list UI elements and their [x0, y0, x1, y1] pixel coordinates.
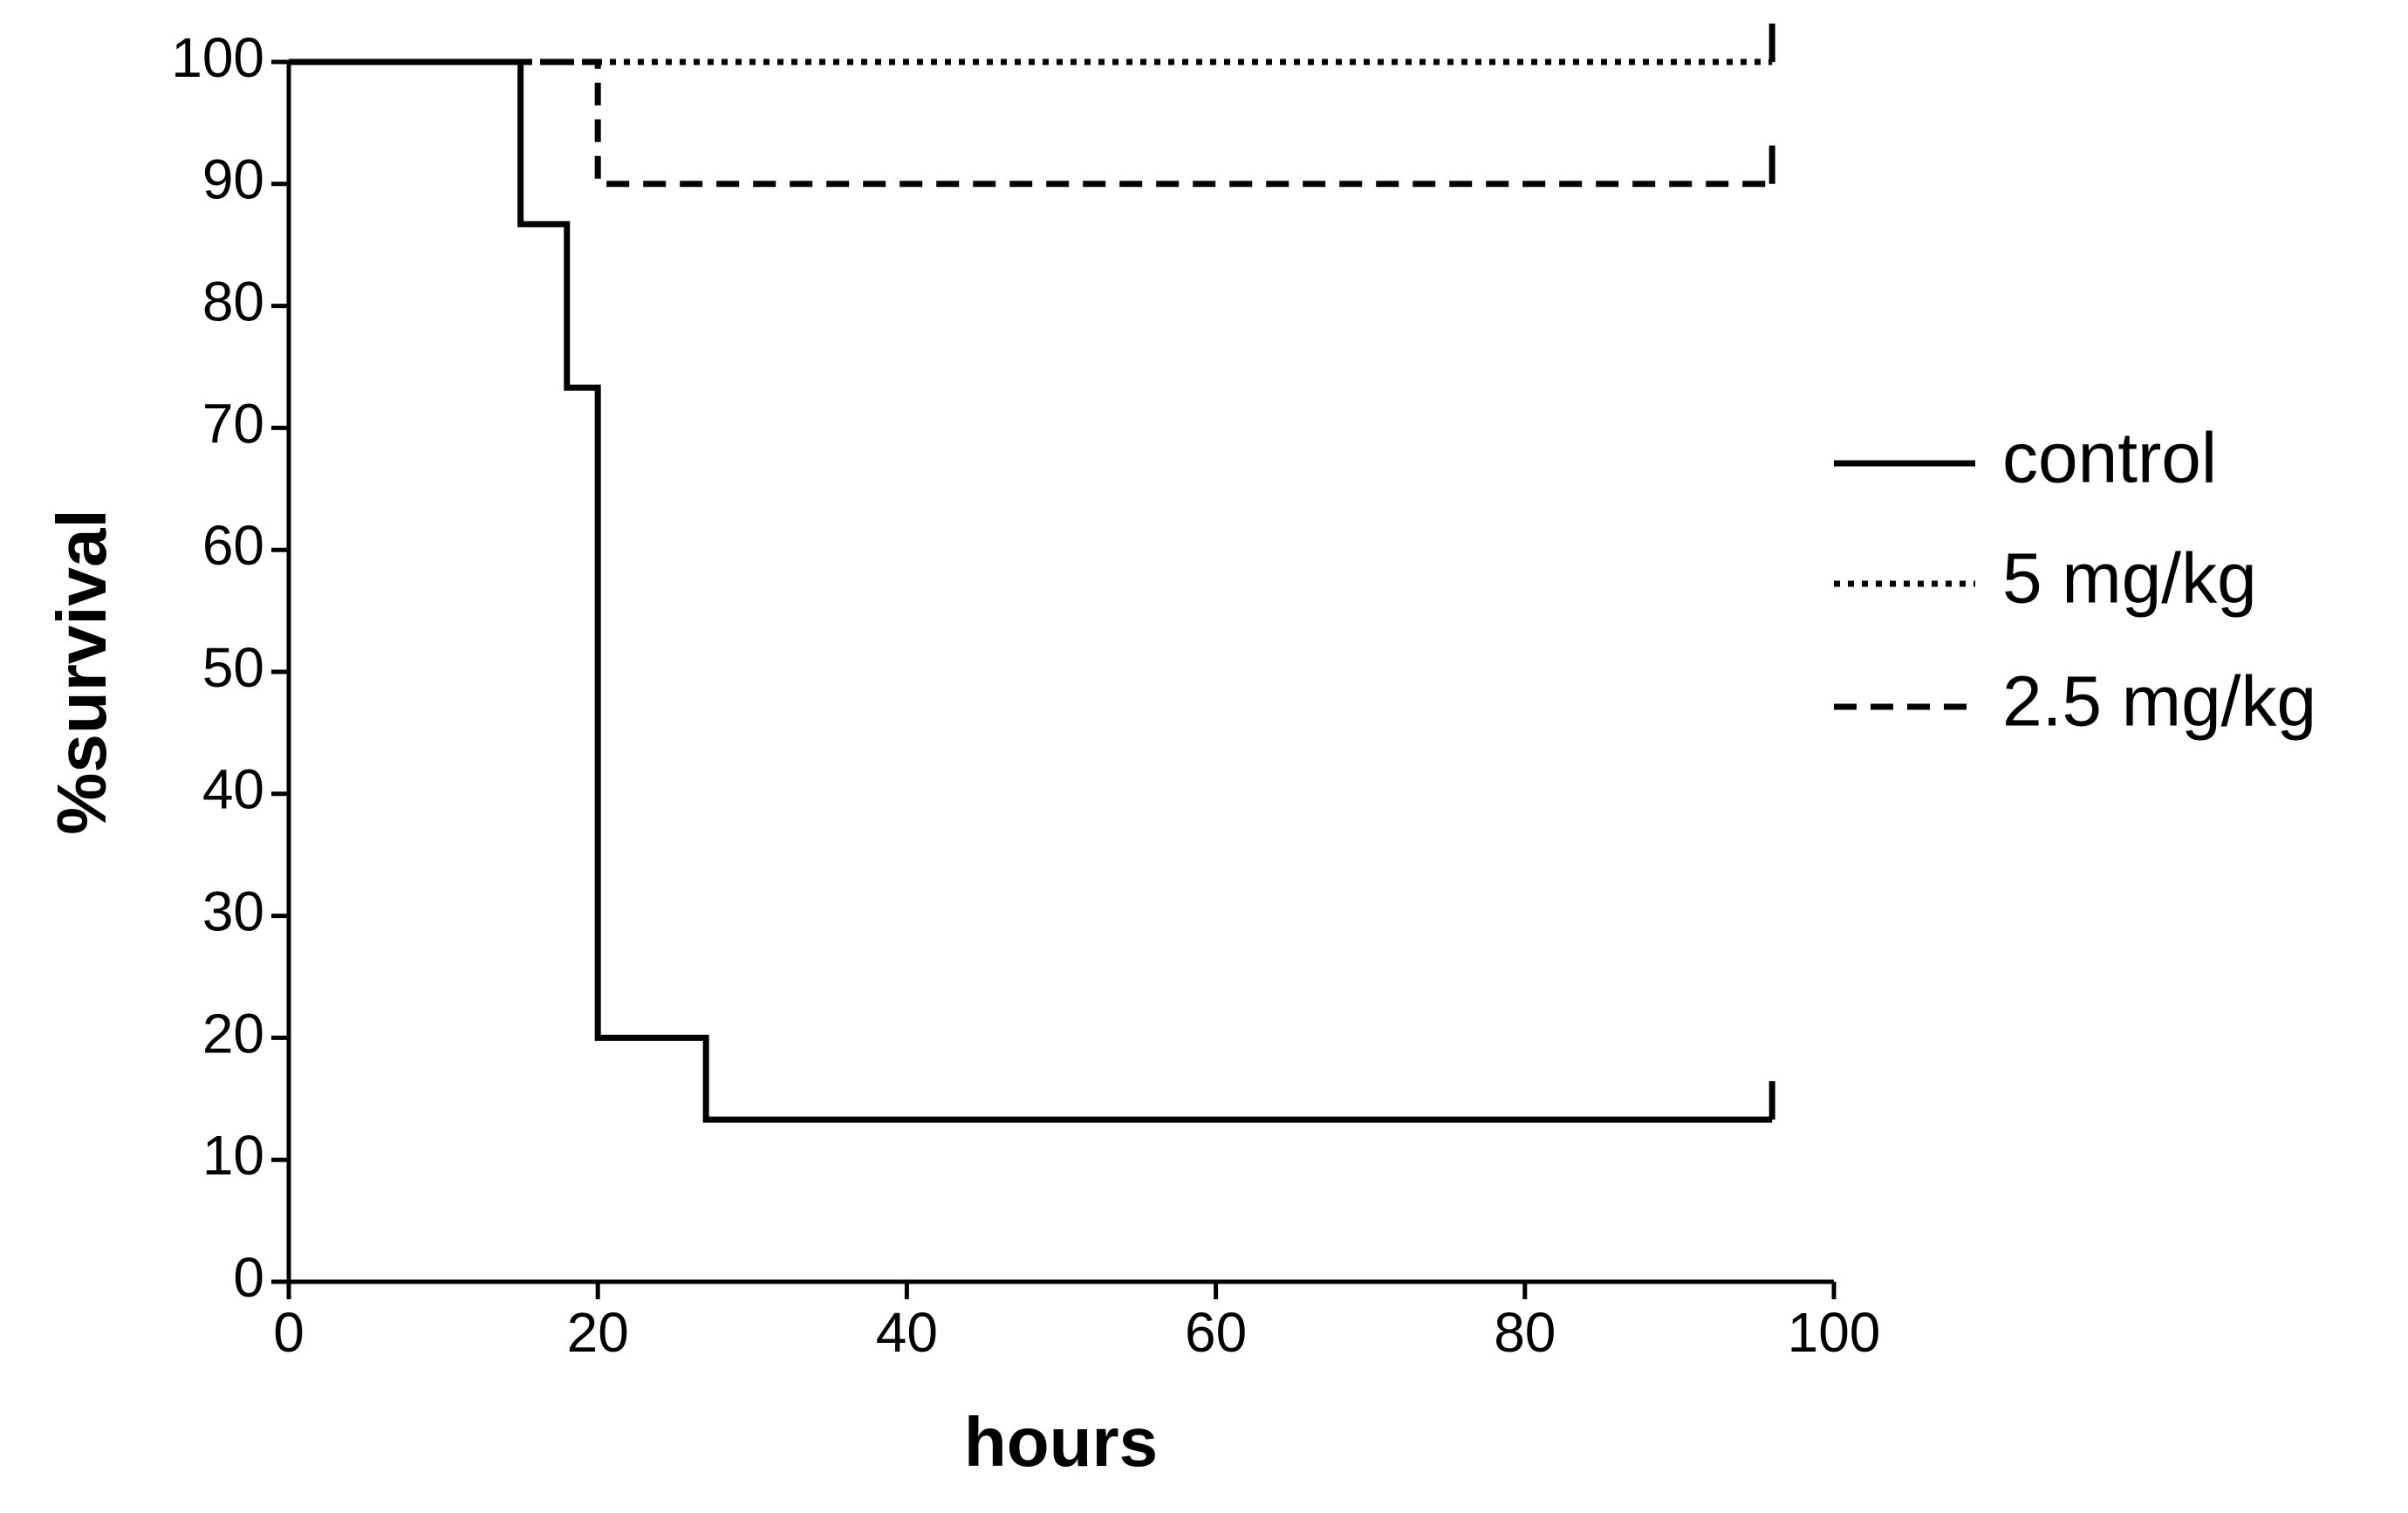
y-tick-label: 40: [202, 758, 264, 821]
legend-label: control: [2002, 419, 2217, 498]
y-tick-label: 90: [202, 148, 264, 211]
y-tick-label: 20: [202, 1002, 264, 1065]
y-tick-label: 0: [233, 1246, 264, 1309]
x-tick-label: 80: [1494, 1301, 1556, 1364]
survival-line: [289, 58, 1773, 188]
x-tick-label: 0: [273, 1301, 304, 1364]
x-tick-label: 40: [876, 1301, 938, 1364]
y-tick-label: 10: [202, 1124, 264, 1187]
legend-label: 2.5 mg/kg: [2002, 662, 2316, 742]
y-tick-label: 50: [202, 636, 264, 699]
y-tick-label: 70: [202, 392, 264, 455]
y-tick-label: 30: [202, 880, 264, 943]
y-tick-label: 100: [171, 26, 264, 89]
y-tick-label: 60: [202, 514, 264, 577]
x-tick-label: 60: [1185, 1301, 1247, 1364]
survival-line: [289, 58, 1773, 1123]
x-axis-title: hours: [964, 1403, 1158, 1481]
x-tick-label: 100: [1788, 1301, 1881, 1364]
y-tick-label: 80: [202, 270, 264, 333]
y-axis-title: %survival: [43, 509, 120, 835]
legend-label: 5 mg/kg: [2002, 539, 2257, 619]
x-tick-label: 20: [567, 1301, 629, 1364]
